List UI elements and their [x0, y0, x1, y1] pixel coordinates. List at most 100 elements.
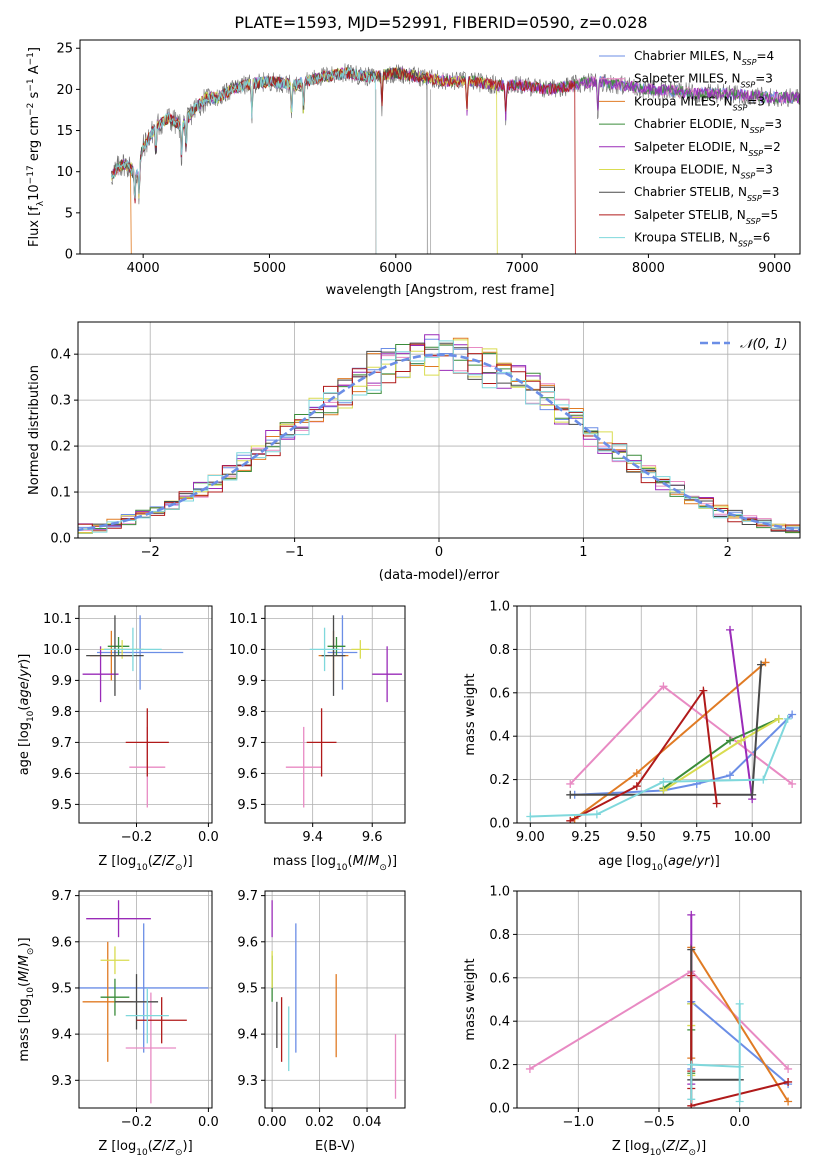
figure-title: PLATE=1593, MJD=52991, FIBERID=0590, z=0…: [234, 13, 647, 32]
legend-label-main: Chabrier MILES, N: [634, 49, 742, 63]
mass-weight-marker: [759, 775, 768, 784]
panel-mass_vs_EBV: 0.00 0.02 0.04 9.3 9.4 9.5 9.6 9.7 E(B-V): [237, 889, 406, 1154]
spectrum-model-line: [111, 67, 800, 199]
panel-mass_weight_vs_Z: −1.0 −0.5 0.00.00.20.40.60.81.0Z [log10(Z/…: [463, 885, 802, 1158]
y-label-part: s: [27, 91, 42, 102]
mass-weight-marker: [566, 779, 575, 788]
mass-weight-marker: [632, 782, 641, 791]
x-axis-label-part: (: [661, 1139, 666, 1154]
legend-label-main: Kroupa ELODIE, N: [634, 163, 741, 177]
legend-label-main: Kroupa STELIB, N: [634, 231, 738, 245]
legend-label-sub: SSP: [741, 80, 756, 89]
x-axis-label-part: Z: [165, 854, 176, 869]
y-tick-label: 9.5: [237, 981, 258, 996]
spectrum-model-line: [111, 66, 800, 199]
y-tick-label: 9.5: [51, 798, 72, 813]
y-tick-label: 0.3: [50, 394, 71, 409]
spectrum-model-line: [111, 66, 800, 203]
gaussian-curve: [78, 353, 800, 532]
x-tick-label: 7000: [506, 261, 539, 276]
y-tick-label: 0.2: [489, 773, 510, 788]
y-axis-label-part: (: [17, 982, 32, 987]
legend-label-sub: SSP: [747, 194, 762, 203]
panel-mass_weight_vs_age: 9.00 9.25 9.50 9.75 10.00 0.0 0.2 0.4 0.6 0.8 1.0 a…: [463, 600, 802, 873]
y-tick-label: 9.7: [237, 889, 258, 904]
y-tick-label: 1.0: [489, 600, 510, 615]
x-tick-label: 0: [435, 545, 443, 560]
axes-frame: [78, 605, 213, 824]
mass-weight-marker: [788, 779, 797, 788]
legend-label: Salpeter MILES, NSSP=3: [634, 72, 773, 90]
plot-area-mass_weight_vs_Z: [525, 910, 793, 1108]
legend-label: Salpeter STELIB, NSSP=5: [634, 208, 778, 226]
x-axis-label-part: Z: [665, 1139, 676, 1154]
y-label-part: −1: [26, 52, 36, 65]
y-tick-label: 10.1: [43, 612, 72, 627]
y-axis-label-part: age: [17, 681, 32, 705]
x-tick-label: −1.0: [563, 1115, 595, 1130]
y-tick-label: 10.0: [43, 643, 72, 658]
y-tick-label: 9.7: [51, 736, 72, 751]
x-tick-label: 9.25: [571, 830, 600, 845]
legend-label-sub: SSP: [746, 216, 761, 225]
mass-weight-marker: [526, 812, 535, 821]
y-axis-label-part: /: [17, 676, 32, 681]
mass-weight-marker: [525, 1064, 534, 1073]
y-axis-label: age [log10(age/yr)]: [17, 654, 36, 776]
mass-weight-marker: [659, 786, 668, 795]
panel-age_vs_Z: −0.2 0.09.59.69.79.89.910.010.1Z [log10(Z…: [17, 605, 219, 873]
x-tick-label: 0.00: [258, 1115, 287, 1130]
y-tick-label: 0.0: [489, 1102, 510, 1117]
y-tick-label: 9.6: [51, 767, 72, 782]
x-axis-label-part: Z: [165, 1139, 176, 1154]
legend-label-main: Chabrier STELIB, N: [634, 185, 747, 199]
x-axis-label-part: Z: [679, 1139, 690, 1154]
legend-label-tail: =4: [756, 49, 774, 63]
x-axis-label-part: Z: [152, 854, 163, 869]
y-axis-label: mass [log10(M/M⊙)]: [17, 937, 36, 1061]
legend-label-main: Chabrier ELODIE, N: [634, 117, 750, 131]
y-label-part: A: [27, 65, 42, 78]
legend-label-sub: SSP: [741, 171, 756, 180]
x-axis-label: Z [log10(Z/Z⊙)]: [98, 854, 192, 873]
legend-label: Chabrier STELIB, NSSP=3: [634, 185, 779, 203]
y-axis-label-part: /: [17, 966, 32, 971]
y-label-part: λ: [36, 200, 46, 206]
mass-weight-line: [690, 1003, 741, 1102]
residual-histogram: [78, 340, 800, 533]
mass-weight-marker: [566, 790, 575, 799]
y-tick-label: 9.4: [237, 1028, 258, 1043]
mass-weight-marker: [784, 1097, 793, 1106]
x-tick-label: −1: [285, 545, 304, 560]
mass-weight-marker: [726, 736, 734, 745]
y-tick-label: 0.2: [489, 1058, 510, 1073]
x-tick-label: 0.02: [305, 1115, 334, 1130]
legend-label-main: Salpeter ELODIE, N: [634, 140, 748, 154]
plot-layer: 4000 5000 6000 7000 8000 90000510152025wavele…: [17, 39, 802, 1158]
legend-label: Kroupa STELIB, NSSP=6: [634, 231, 770, 249]
x-tick-label: 5000: [253, 261, 286, 276]
legend-label-tail: =3: [755, 72, 773, 86]
x-axis-label-part: )]: [183, 1139, 193, 1154]
y-axis-label: mass weight: [463, 958, 478, 1040]
y-axis-label-part: )]: [17, 937, 32, 947]
y-tick-label: 15: [56, 124, 73, 139]
y-tick-label: 0: [65, 248, 73, 263]
y-label-part: ]: [27, 47, 42, 52]
y-tick-label: 9.7: [51, 889, 72, 904]
mass-weight-marker: [687, 1060, 696, 1069]
x-axis-label-part: (: [148, 854, 153, 869]
x-axis-label-part: /: [162, 1139, 167, 1154]
y-tick-label: 9.4: [51, 1028, 72, 1043]
legend-label-tail: =3: [755, 163, 773, 177]
x-tick-label: 0.0: [198, 830, 219, 845]
x-axis-label-part: )]: [710, 854, 720, 869]
y-tick-label: 9.6: [237, 935, 258, 950]
spectrum-model-line: [111, 67, 800, 254]
mass-weight-marker: [659, 682, 668, 691]
mass-weight-marker: [592, 810, 601, 819]
x-tick-label: 9000: [758, 261, 791, 276]
legend-label-sub: SSP: [748, 148, 763, 157]
y-tick-label: 9.8: [237, 705, 258, 720]
legend-label: Chabrier ELODIE, NSSP=3: [634, 117, 782, 135]
